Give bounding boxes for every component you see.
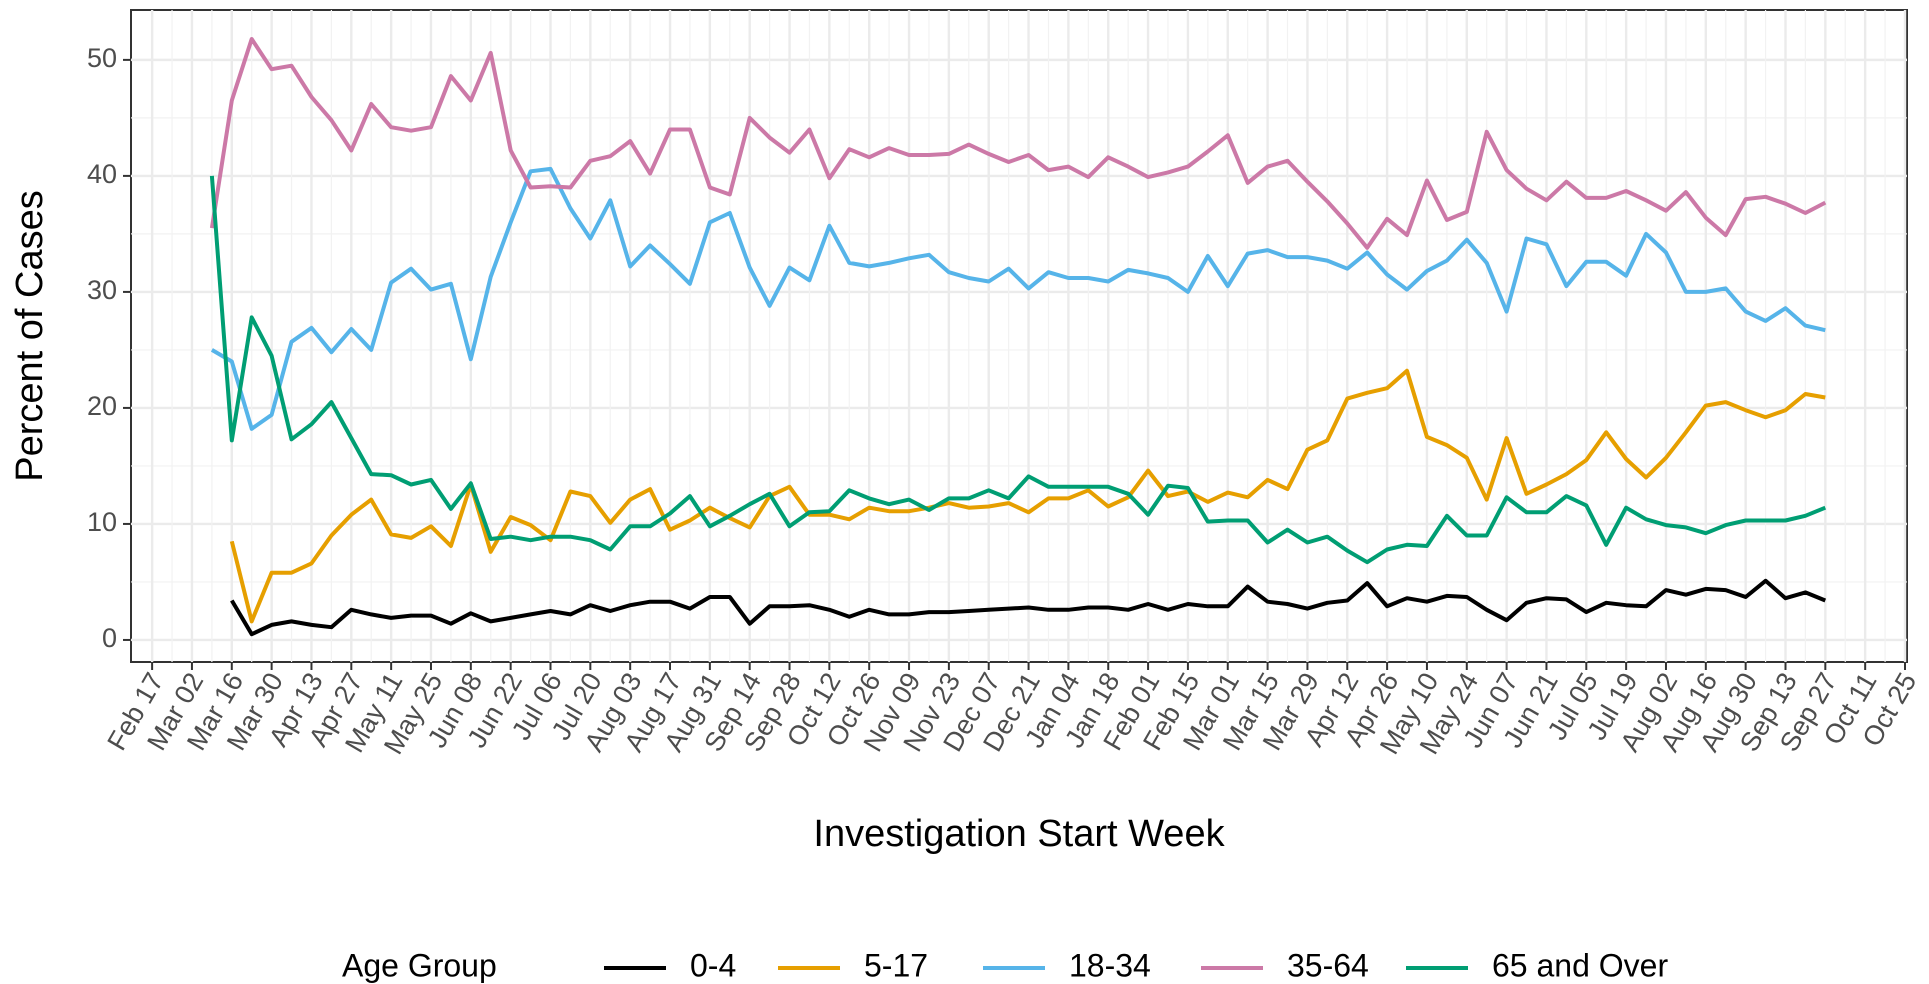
grid bbox=[131, 10, 1907, 662]
legend-label: 18-34 bbox=[1069, 947, 1151, 983]
legend-label: 5-17 bbox=[864, 947, 928, 983]
y-tick-label: 30 bbox=[87, 275, 117, 305]
series-line bbox=[209, 37, 1827, 250]
y-tick-label: 40 bbox=[87, 159, 117, 189]
y-tick-label: 20 bbox=[87, 391, 117, 421]
series-line bbox=[209, 175, 1827, 565]
series-line bbox=[210, 166, 1826, 431]
legend-label: 0-4 bbox=[690, 947, 736, 983]
x-axis-title: Investigation Start Week bbox=[813, 813, 1225, 855]
y-tick-label: 50 bbox=[87, 43, 117, 73]
legend-title: Age Group bbox=[342, 947, 497, 983]
legend-label: 65 and Over bbox=[1492, 947, 1668, 983]
y-axis-title: Percent of Cases bbox=[9, 190, 51, 481]
y-tick-label: 0 bbox=[102, 623, 117, 653]
legend-label: 35-64 bbox=[1287, 947, 1369, 983]
y-tick-label: 10 bbox=[87, 507, 117, 537]
series-line bbox=[230, 578, 1827, 637]
plot-panel bbox=[130, 9, 1908, 663]
